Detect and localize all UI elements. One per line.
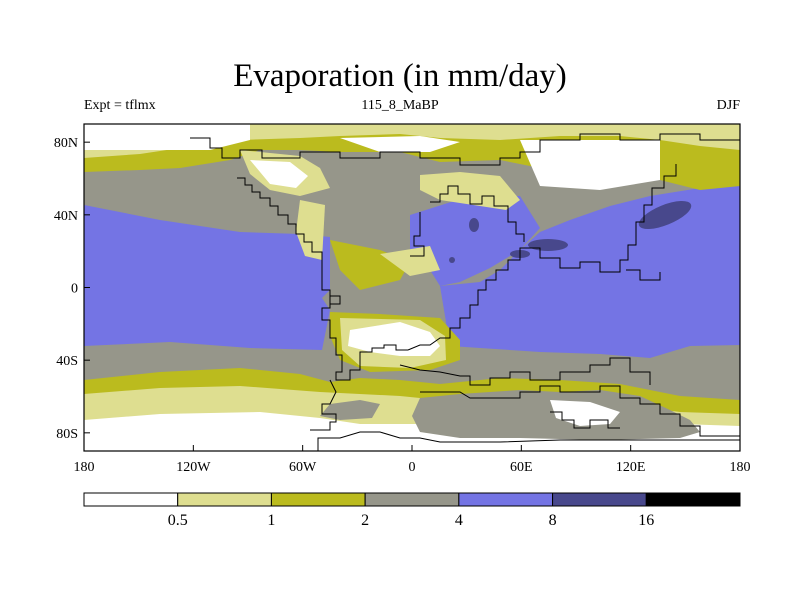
latitude-ticks: 80N 40N 0 40S 80S <box>54 136 90 442</box>
lat-tick-label: 80N <box>54 136 78 151</box>
coastline-segment-5 <box>190 133 740 166</box>
colorbar: 0.5 1 2 4 8 16 <box>83 492 741 529</box>
age-label: 115_8_MaBP <box>361 98 439 113</box>
coastline-segment-2 <box>321 265 408 381</box>
colorbar-swatch <box>177 492 272 507</box>
evap-max-tethys-1 <box>528 239 568 251</box>
coastlines <box>190 133 740 451</box>
colorbar-swatch <box>83 492 179 507</box>
experiment-label: Expt = tflmx <box>84 98 156 113</box>
coastline-segment-4 <box>399 357 651 386</box>
antarctic-peninsula-gray <box>320 400 380 420</box>
arctic-white-west <box>84 124 250 150</box>
coastline-segment-13 <box>330 295 341 305</box>
lon-tick-label: 180 <box>74 460 95 475</box>
tropical-ocean-west <box>84 205 330 350</box>
coastline-segment-8 <box>430 185 525 242</box>
colorbar-level-label: 4 <box>455 512 463 529</box>
tropical-ocean-east <box>440 186 740 358</box>
colorbar-swatch <box>364 492 460 507</box>
colorbar-swatch <box>552 492 647 507</box>
longitude-ticks: 180 120W 60W 0 60E 120E 180 <box>74 445 751 475</box>
coastline-segment-12 <box>626 269 661 281</box>
evaporation-field <box>84 124 740 451</box>
evap-max-tethys-4 <box>449 257 455 263</box>
coastline-segment-11 <box>550 411 620 429</box>
coastline-segment-6 <box>310 379 337 431</box>
south-subtropics-white <box>348 322 440 356</box>
north-america-white <box>250 160 308 188</box>
lon-tick-label: 60E <box>510 460 533 475</box>
lat-tick-label: 40N <box>54 209 78 224</box>
evap-max-east-asia <box>638 201 692 229</box>
colorbar-level-label: 8 <box>549 512 557 529</box>
lon-tick-label: 180 <box>730 460 751 475</box>
lon-tick-label: 0 <box>409 460 416 475</box>
season-label: DJF <box>716 98 740 113</box>
arctic-white-mid <box>340 136 460 152</box>
europe-pale <box>420 172 520 210</box>
sahara-pale <box>380 246 440 276</box>
lon-tick-label: 120E <box>616 460 646 475</box>
colorbar-level-label: 0.5 <box>168 512 188 529</box>
western-americas-pale <box>296 200 325 260</box>
colorbar-level-label: 2 <box>361 512 369 529</box>
colorbar-swatch <box>270 492 366 507</box>
map-title: Evaporation (in mm/day) <box>233 58 567 94</box>
south-white-band <box>84 412 740 451</box>
coastline-segment-10 <box>317 431 740 451</box>
colorbar-level-label: 1 <box>267 512 275 529</box>
colorbar-level-label: 16 <box>638 512 654 529</box>
coastline-segment-1 <box>237 177 323 265</box>
lat-tick-label: 80S <box>56 427 78 442</box>
evap-max-tethys-3 <box>469 218 479 232</box>
lat-tick-label: 40S <box>56 354 78 369</box>
lat-tick-label: 0 <box>71 282 78 297</box>
lon-tick-label: 120W <box>176 460 211 475</box>
siberia-white <box>520 140 660 190</box>
caribbean-olive <box>330 240 410 290</box>
lon-tick-label: 60W <box>289 460 317 475</box>
coastline-segment-9 <box>410 212 425 257</box>
coastline-segment-7 <box>420 385 740 437</box>
coastline-segment-3 <box>407 164 677 351</box>
colorbar-swatch <box>645 492 741 507</box>
colorbar-swatch <box>458 492 554 507</box>
